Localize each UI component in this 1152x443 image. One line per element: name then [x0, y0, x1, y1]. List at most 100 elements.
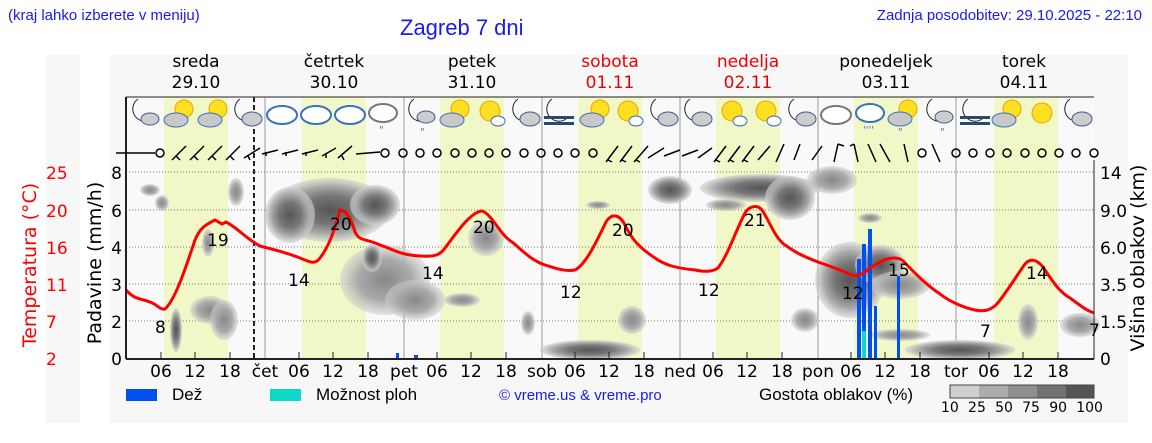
svg-text:06: 06	[564, 362, 586, 382]
svg-text:8: 8	[111, 164, 122, 184]
svg-text:18: 18	[1047, 362, 1069, 382]
svg-text:06: 06	[978, 362, 1000, 382]
svg-text:06: 06	[288, 362, 310, 382]
svg-text:20: 20	[46, 202, 68, 222]
svg-text:12: 12	[598, 362, 620, 382]
day-header-weekend: nedelja 02.11	[716, 52, 780, 93]
cloud-density-label: Gostota oblakov (%)	[759, 385, 914, 404]
temperature-labels: 8 19 14 20 14 20 12 20 12 21 12 15 7 14 …	[155, 211, 1100, 342]
svg-text:18: 18	[219, 362, 241, 382]
copyright-link[interactable]: © vreme.us & vreme.pro	[499, 387, 662, 404]
svg-text:": "	[898, 127, 903, 138]
legend-rain: Dež	[126, 384, 202, 406]
svg-text:ned: ned	[664, 362, 696, 382]
svg-text:12: 12	[460, 362, 482, 382]
svg-text:4: 4	[111, 239, 122, 259]
svg-text:14: 14	[1026, 264, 1048, 284]
moon-cloud-icon	[684, 98, 713, 127]
svg-text:06: 06	[150, 362, 172, 382]
x-axis-labels: 06 12 18 čet 06 12 18 pet 06 12 18 sob 06 12 18 ned …	[150, 362, 1069, 382]
sun-small-cloud-icon	[721, 100, 748, 127]
svg-text:6.0: 6.0	[1100, 239, 1127, 259]
svg-text:21: 21	[744, 211, 766, 231]
sun-cloud-icon	[991, 99, 1022, 128]
cloud-icon	[300, 105, 332, 125]
cloud-density-scale	[949, 384, 1095, 399]
svg-text:2: 2	[46, 350, 57, 370]
cloud-height-axis-label: Višina oblakov (km)	[1127, 165, 1149, 352]
rain-bars	[396, 229, 900, 359]
svg-text:pon: pon	[802, 362, 834, 382]
svg-text:12: 12	[736, 362, 758, 382]
svg-text:14: 14	[1100, 164, 1122, 184]
sun-cloud-icon	[579, 99, 610, 128]
cloud-density-map	[140, 166, 1100, 360]
svg-text:25: 25	[46, 164, 68, 184]
moon-fog-icon	[544, 98, 574, 125]
last-update: Zadnja posodobitev: 29.10.2025 - 22:10	[876, 7, 1142, 24]
temperature-axis-ticks: 25 20 16 11 7 2	[46, 164, 68, 370]
day-header: sreda 29.10	[171, 52, 221, 93]
moon-cloud-icon	[788, 98, 817, 127]
svg-text:19: 19	[207, 231, 229, 251]
svg-text:12: 12	[842, 284, 864, 304]
svg-text:11: 11	[46, 276, 68, 296]
svg-text:16: 16	[46, 239, 68, 259]
svg-text:čet: čet	[252, 362, 279, 382]
temperature-axis-label: Temperatura (°C)	[19, 183, 41, 348]
sun-cloud-drizzle-icon: "	[887, 99, 918, 138]
svg-text:12: 12	[1012, 362, 1034, 382]
moon-cloud-drizzle-icon: "	[408, 98, 436, 138]
grid-lines	[126, 171, 1094, 322]
sun-icon	[1031, 102, 1053, 124]
cloud-height-axis-ticks: 14 9.0 6.0 3.5 1.5 0	[1100, 164, 1127, 370]
svg-text:20: 20	[612, 221, 634, 241]
cloud-drizzle-icon: "	[368, 103, 398, 136]
precip-axis-label: Padavine (mm/h)	[84, 182, 106, 345]
svg-text:1.5: 1.5	[1100, 313, 1127, 333]
day-header: torek 04.11	[999, 52, 1049, 93]
svg-text:7: 7	[46, 313, 57, 333]
svg-text:15: 15	[888, 261, 910, 281]
cloud-density-scale-labels: 10 25 50 75 90 100	[941, 400, 1103, 416]
svg-text:20: 20	[330, 215, 352, 235]
svg-text:0: 0	[1100, 350, 1111, 370]
svg-text:3.5: 3.5	[1100, 276, 1127, 296]
svg-text:18: 18	[357, 362, 379, 382]
legend-showers: Možnost ploh	[270, 384, 417, 406]
rain-swatch	[126, 389, 157, 401]
moon-cloud-drizzle-icon: "	[926, 98, 954, 138]
svg-text:18: 18	[495, 362, 517, 382]
sun-small-cloud-icon	[479, 100, 506, 127]
svg-text:14: 14	[422, 264, 444, 284]
left-axis-panel	[46, 55, 80, 423]
cloud-icon	[266, 105, 298, 125]
svg-text:18: 18	[909, 362, 931, 382]
page-title: Zagreb 7 dni	[400, 15, 524, 40]
wind-barbs	[116, 143, 1099, 163]
svg-text:14: 14	[288, 271, 310, 291]
moon-fog-icon	[960, 98, 990, 125]
showers-swatch	[270, 389, 301, 401]
cloud-rain-icon: ''''	[855, 103, 885, 136]
svg-text:06: 06	[426, 362, 448, 382]
svg-text:6: 6	[111, 202, 122, 222]
svg-text:20: 20	[473, 218, 495, 238]
svg-text:7: 7	[980, 322, 991, 342]
moon-cloud-icon	[132, 98, 160, 126]
svg-text:18: 18	[633, 362, 655, 382]
day-header-weekend: sobota 01.11	[581, 52, 639, 93]
svg-text:3: 3	[111, 276, 122, 296]
svg-text:9.0: 9.0	[1100, 202, 1127, 222]
svg-text:8: 8	[155, 318, 166, 338]
svg-text:2: 2	[111, 313, 122, 333]
svg-text:06: 06	[840, 362, 862, 382]
precip-axis-ticks: 8 6 4 3 2 0	[111, 164, 122, 370]
shower-bar	[862, 331, 866, 359]
svg-text:tor: tor	[944, 362, 968, 382]
sun-small-cloud-icon	[755, 100, 782, 127]
day-header: petek 31.10	[447, 52, 497, 93]
svg-text:12: 12	[698, 281, 720, 301]
svg-text:12: 12	[184, 362, 206, 382]
moon-cloud-icon	[512, 98, 541, 127]
